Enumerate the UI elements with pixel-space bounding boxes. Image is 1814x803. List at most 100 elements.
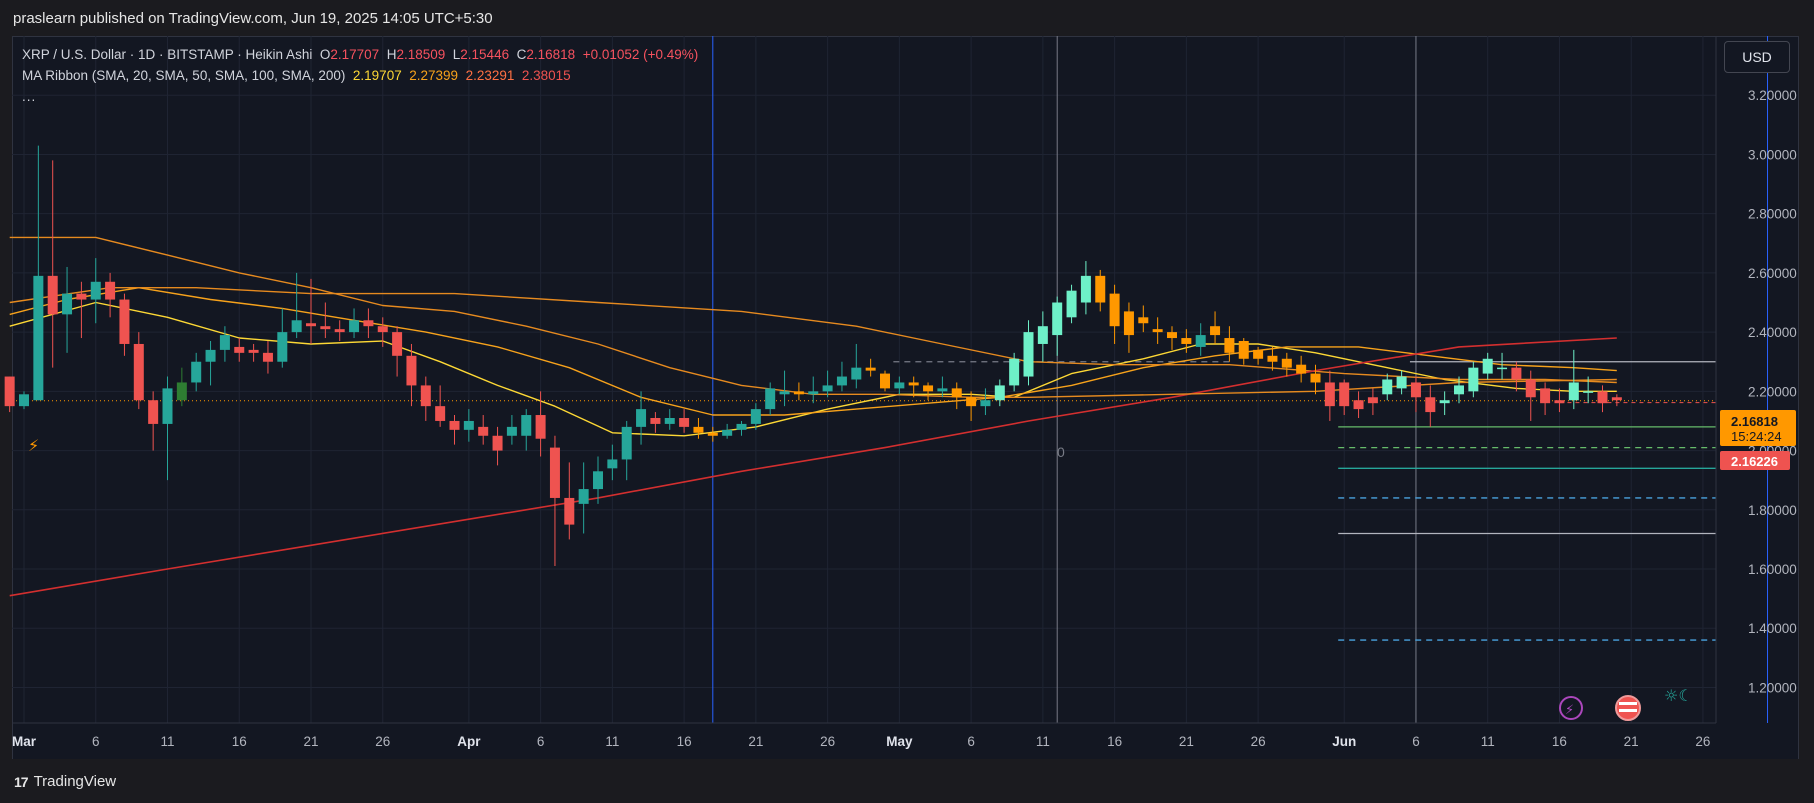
candle-body: [966, 397, 977, 407]
footer: 17 TradingView: [0, 759, 1814, 803]
candle-body: [1454, 385, 1464, 395]
candle-body: [549, 447, 560, 498]
x-tick-label: 26: [1251, 734, 1266, 749]
candle-body: [1267, 355, 1278, 362]
candle-body: [234, 346, 245, 353]
candle-body: [1181, 338, 1192, 344]
x-tick-label: 11: [160, 734, 174, 749]
ma200-value: 2.38015: [521, 68, 571, 83]
candle-body: [607, 459, 618, 469]
x-tick-label: 16: [677, 734, 692, 749]
second-price-tag: [1720, 451, 1790, 470]
zero-annotation: 0: [1057, 444, 1065, 460]
tradingview-brand[interactable]: 17 TradingView: [14, 773, 116, 790]
more-indicators-button[interactable]: ...: [22, 89, 37, 104]
candle-body: [980, 400, 991, 407]
candle-body: [822, 385, 833, 392]
ma-line-extra: [9, 236, 1617, 398]
candle-body: [1353, 400, 1364, 410]
candle-body: [650, 417, 661, 424]
x-tick-label: 21: [748, 734, 763, 749]
symbol-label[interactable]: XRP / U.S. Dollar · 1D · BITSTAMP · Heik…: [22, 47, 313, 62]
candle-body: [1152, 329, 1163, 333]
candle-body: [664, 417, 675, 424]
currency-button[interactable]: USD: [1724, 41, 1790, 73]
ma-row[interactable]: MA Ribbon (SMA, 20, SMA, 50, SMA, 100, S…: [22, 65, 698, 86]
x-tick-label: 26: [375, 734, 390, 749]
candle-body: [1583, 391, 1594, 393]
second-price-label: 2.16226: [1731, 454, 1778, 469]
candle-body: [1167, 332, 1177, 339]
candle-body: [1123, 311, 1134, 336]
publish-info: praslearn published on TradingView.com, …: [13, 10, 493, 27]
candle-body: [535, 415, 546, 439]
candle-body: [363, 320, 374, 327]
candle-body: [1525, 379, 1536, 398]
x-tick-label: May: [886, 734, 913, 749]
chart-panel[interactable]: [12, 36, 1799, 761]
candle-body: [1410, 382, 1421, 398]
x-tick-label: 26: [820, 734, 835, 749]
candle-body: [492, 435, 503, 451]
candle-body: [320, 326, 331, 330]
candle-body: [693, 426, 704, 433]
ma100-value: 2.23291: [465, 68, 515, 83]
candle-body: [1023, 332, 1034, 377]
candle-body: [19, 394, 29, 407]
y-tick-label: 2.20000: [1748, 384, 1797, 399]
candle-body: [1080, 275, 1091, 303]
candle-body: [1568, 382, 1579, 401]
candle-body: [865, 367, 876, 371]
y-tick-label: 2.80000: [1748, 207, 1797, 222]
candle-body: [205, 349, 216, 362]
candle-body: [1511, 367, 1522, 380]
candle-body: [765, 388, 776, 410]
candle-body: [521, 415, 532, 436]
candle-body: [1138, 317, 1149, 324]
lightning-glyph-icon: ⚡: [1565, 703, 1574, 718]
ma-label[interactable]: MA Ribbon (SMA, 20, SMA, 50, SMA, 100, S…: [22, 68, 346, 83]
candle-body: [377, 326, 388, 333]
candle-body: [90, 281, 101, 300]
candle-body: [1037, 326, 1048, 344]
candle-body: [636, 409, 647, 427]
top-bar: praslearn published on TradingView.com, …: [0, 0, 1814, 36]
candle-body: [76, 293, 87, 300]
candle-body: [1066, 290, 1077, 318]
x-tick-label: 6: [967, 734, 975, 749]
candle-body: [621, 426, 632, 460]
candle-body: [306, 323, 316, 327]
candle-body: [1497, 367, 1508, 370]
y-tick-label: 3.20000: [1748, 88, 1797, 103]
candle-body: [994, 385, 1005, 401]
y-tick-label: 2.40000: [1748, 325, 1797, 340]
candle-body: [722, 429, 733, 436]
candle-body: [392, 332, 403, 356]
y-tick-label: 2.60000: [1748, 266, 1797, 281]
lightning-marker-icon: ⚡: [28, 436, 39, 455]
candle-body: [420, 385, 431, 407]
x-tick-label: 21: [1624, 734, 1639, 749]
candle-body: [1367, 397, 1378, 404]
x-tick-label: Mar: [12, 734, 37, 749]
ma-line-100: [9, 287, 1617, 384]
candle-body: [808, 391, 819, 395]
countdown-label: 15:24:24: [1731, 429, 1782, 444]
x-tick-label: 16: [1107, 734, 1122, 749]
candle-body: [334, 329, 345, 333]
candle-body: [1425, 397, 1436, 413]
candle-body: [1009, 358, 1020, 386]
us-flag-stripe: [1619, 709, 1637, 712]
y-tick-label: 1.60000: [1748, 562, 1797, 577]
ma20-value: 2.19707: [352, 68, 402, 83]
candle-body: [1611, 397, 1622, 401]
x-tick-label: 21: [1179, 734, 1194, 749]
ma-line-50: [9, 287, 1617, 416]
candle-body: [1238, 341, 1249, 359]
x-tick-label: 16: [232, 734, 247, 749]
x-tick-label: 6: [1412, 734, 1420, 749]
candle-body: [593, 471, 603, 490]
candle-body: [1597, 391, 1608, 404]
symbol-row[interactable]: XRP / U.S. Dollar · 1D · BITSTAMP · Heik…: [22, 44, 698, 65]
